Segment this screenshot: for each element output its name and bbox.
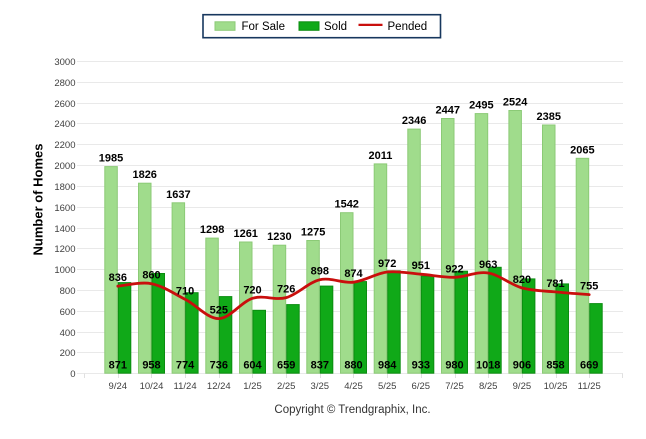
svg-text:2346: 2346 xyxy=(402,115,426,127)
svg-text:774: 774 xyxy=(176,360,195,372)
svg-text:710: 710 xyxy=(176,285,194,297)
svg-text:400: 400 xyxy=(60,328,76,339)
svg-text:1261: 1261 xyxy=(233,228,257,240)
svg-text:2065: 2065 xyxy=(570,144,594,156)
svg-text:720: 720 xyxy=(243,284,261,296)
svg-text:800: 800 xyxy=(60,286,76,297)
svg-text:1637: 1637 xyxy=(166,189,190,201)
svg-text:2200: 2200 xyxy=(54,140,75,151)
svg-text:669: 669 xyxy=(580,360,598,372)
svg-text:726: 726 xyxy=(277,284,295,296)
svg-text:2400: 2400 xyxy=(54,119,75,130)
svg-text:For Sale: For Sale xyxy=(242,21,285,33)
svg-text:1400: 1400 xyxy=(54,224,75,235)
svg-text:11/24: 11/24 xyxy=(174,381,197,392)
svg-text:2011: 2011 xyxy=(368,150,392,162)
svg-text:1985: 1985 xyxy=(99,153,123,165)
svg-text:980: 980 xyxy=(445,360,463,372)
svg-text:12/24: 12/24 xyxy=(207,381,231,392)
svg-text:963: 963 xyxy=(479,259,497,271)
svg-text:1298: 1298 xyxy=(200,224,224,236)
svg-text:820: 820 xyxy=(513,274,531,286)
svg-text:9/24: 9/24 xyxy=(109,381,128,392)
svg-text:2800: 2800 xyxy=(54,78,75,89)
svg-text:1826: 1826 xyxy=(132,169,156,181)
svg-text:0: 0 xyxy=(70,369,75,380)
svg-text:858: 858 xyxy=(546,360,564,372)
svg-text:2000: 2000 xyxy=(54,161,75,172)
svg-text:1600: 1600 xyxy=(54,203,75,214)
svg-text:755: 755 xyxy=(580,281,598,293)
svg-text:1542: 1542 xyxy=(334,199,358,211)
svg-text:604: 604 xyxy=(243,360,262,372)
svg-text:1/25: 1/25 xyxy=(243,381,262,392)
svg-text:11/25: 11/25 xyxy=(578,381,601,392)
svg-text:2524: 2524 xyxy=(503,97,528,109)
svg-text:1200: 1200 xyxy=(54,244,75,255)
svg-text:2600: 2600 xyxy=(54,99,75,110)
svg-text:8/25: 8/25 xyxy=(479,381,498,392)
svg-text:Number of Homes: Number of Homes xyxy=(31,144,46,256)
svg-text:659: 659 xyxy=(277,360,295,372)
svg-text:200: 200 xyxy=(60,348,76,359)
svg-text:10/25: 10/25 xyxy=(544,381,568,392)
svg-text:922: 922 xyxy=(445,263,463,275)
svg-text:906: 906 xyxy=(513,360,531,372)
svg-text:1800: 1800 xyxy=(54,182,75,193)
svg-text:836: 836 xyxy=(109,272,127,284)
svg-text:Pended: Pended xyxy=(388,21,428,33)
svg-text:984: 984 xyxy=(378,360,397,372)
svg-text:6/25: 6/25 xyxy=(412,381,431,392)
svg-text:Copyright © Trendgraphix, Inc.: Copyright © Trendgraphix, Inc. xyxy=(274,404,430,416)
svg-text:Sold: Sold xyxy=(324,21,347,33)
svg-text:951: 951 xyxy=(412,260,430,272)
svg-text:1230: 1230 xyxy=(267,231,291,243)
svg-text:2/25: 2/25 xyxy=(277,381,296,392)
svg-text:880: 880 xyxy=(344,360,362,372)
svg-text:2385: 2385 xyxy=(537,111,561,123)
svg-text:958: 958 xyxy=(142,360,160,372)
svg-text:3000: 3000 xyxy=(54,57,75,68)
svg-text:933: 933 xyxy=(412,360,430,372)
svg-text:2495: 2495 xyxy=(469,100,493,112)
svg-text:1275: 1275 xyxy=(301,227,325,239)
svg-text:860: 860 xyxy=(142,270,160,282)
svg-text:1000: 1000 xyxy=(54,265,75,276)
svg-text:600: 600 xyxy=(60,307,76,318)
svg-text:972: 972 xyxy=(378,258,396,270)
svg-text:1018: 1018 xyxy=(476,360,500,372)
svg-text:837: 837 xyxy=(311,360,329,372)
svg-text:10/24: 10/24 xyxy=(140,381,164,392)
svg-text:898: 898 xyxy=(311,266,329,278)
svg-text:3/25: 3/25 xyxy=(311,381,330,392)
svg-text:2447: 2447 xyxy=(436,105,460,117)
svg-text:525: 525 xyxy=(210,305,228,317)
svg-text:9/25: 9/25 xyxy=(513,381,532,392)
svg-text:781: 781 xyxy=(546,278,564,290)
svg-text:4/25: 4/25 xyxy=(344,381,363,392)
svg-text:736: 736 xyxy=(210,360,228,372)
svg-text:874: 874 xyxy=(344,268,363,280)
svg-text:5/25: 5/25 xyxy=(378,381,397,392)
svg-text:7/25: 7/25 xyxy=(445,381,464,392)
svg-text:871: 871 xyxy=(109,360,127,372)
